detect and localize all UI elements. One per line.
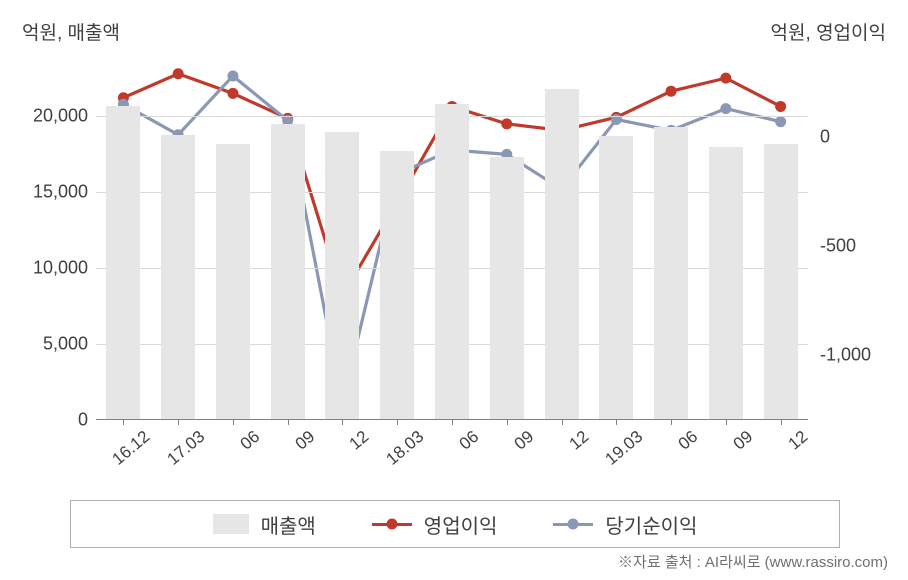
legend-label: 영업이익 bbox=[424, 510, 498, 539]
xtick-label: 09 bbox=[698, 427, 757, 481]
legend: 매출액 영업이익 당기순이익 bbox=[70, 500, 840, 548]
x-tick-mark bbox=[233, 419, 234, 425]
ytick-left-label: 5,000 bbox=[8, 333, 88, 354]
xtick-label: 12 bbox=[315, 427, 374, 481]
x-tick-mark bbox=[616, 419, 617, 425]
legend-swatch-line bbox=[372, 523, 412, 526]
x-tick-mark bbox=[123, 419, 124, 425]
bar bbox=[599, 136, 633, 419]
xtick-label: 12 bbox=[753, 427, 812, 481]
xtick-label: 06 bbox=[424, 427, 483, 481]
bar bbox=[106, 106, 140, 419]
left-axis-title: 억원, 매출액 bbox=[22, 18, 120, 45]
bar bbox=[216, 144, 250, 419]
legend-item: 영업이익 bbox=[372, 510, 498, 539]
source-text: ※자료 출처 : AI라씨로 (www.rassiro.com) bbox=[618, 551, 888, 572]
marker bbox=[666, 86, 677, 97]
bar bbox=[654, 127, 688, 419]
x-tick-mark bbox=[452, 419, 453, 425]
bar bbox=[325, 132, 359, 419]
xtick-label: 09 bbox=[260, 427, 319, 481]
legend-item: 당기순이익 bbox=[553, 510, 697, 539]
x-tick-mark bbox=[288, 419, 289, 425]
ytick-left-label: 10,000 bbox=[8, 257, 88, 278]
xtick-label: 17.03 bbox=[150, 427, 209, 481]
bar bbox=[545, 89, 579, 419]
bar bbox=[764, 144, 798, 419]
legend-item: 매출액 bbox=[213, 510, 316, 539]
legend-swatch-bar bbox=[213, 514, 249, 534]
legend-label: 매출액 bbox=[261, 510, 316, 539]
ytick-left-label: 0 bbox=[8, 410, 88, 431]
marker bbox=[227, 88, 238, 99]
chart-container: 억원, 매출액 억원, 영업이익 매출액 영업이익 당기순이익 ※자료 출처 : A… bbox=[0, 0, 908, 580]
x-tick-mark bbox=[178, 419, 179, 425]
right-axis-title: 억원, 영업이익 bbox=[771, 18, 886, 45]
marker bbox=[720, 103, 731, 114]
x-tick-mark bbox=[342, 419, 343, 425]
bar bbox=[271, 124, 305, 419]
bar bbox=[161, 135, 195, 419]
ytick-left-label: 20,000 bbox=[8, 105, 88, 126]
x-tick-mark bbox=[397, 419, 398, 425]
x-tick-mark bbox=[562, 419, 563, 425]
marker bbox=[775, 101, 786, 112]
ytick-right-label: -1,000 bbox=[820, 344, 900, 365]
xtick-label: 06 bbox=[205, 427, 264, 481]
legend-marker-icon bbox=[568, 519, 579, 530]
ytick-right-label: -500 bbox=[820, 235, 900, 256]
xtick-label: 18.03 bbox=[369, 427, 428, 481]
xtick-label: 06 bbox=[643, 427, 702, 481]
marker bbox=[501, 118, 512, 129]
x-tick-mark bbox=[781, 419, 782, 425]
x-tick-mark bbox=[726, 419, 727, 425]
xtick-label: 09 bbox=[479, 427, 538, 481]
legend-swatch-line bbox=[553, 523, 593, 526]
bar bbox=[490, 157, 524, 419]
legend-marker-icon bbox=[386, 519, 397, 530]
xtick-label: 12 bbox=[534, 427, 593, 481]
marker bbox=[173, 68, 184, 79]
bar bbox=[380, 151, 414, 419]
plot-area bbox=[96, 52, 808, 420]
ytick-left-label: 15,000 bbox=[8, 181, 88, 202]
xtick-label: 19.03 bbox=[588, 427, 647, 481]
ytick-right-label: 0 bbox=[820, 126, 900, 147]
marker bbox=[775, 116, 786, 127]
legend-label: 당기순이익 bbox=[605, 510, 697, 539]
marker bbox=[720, 73, 731, 84]
bar bbox=[709, 147, 743, 419]
xtick-label: 16.12 bbox=[96, 427, 155, 481]
x-tick-mark bbox=[671, 419, 672, 425]
bar bbox=[435, 104, 469, 419]
marker bbox=[227, 70, 238, 81]
x-tick-mark bbox=[507, 419, 508, 425]
